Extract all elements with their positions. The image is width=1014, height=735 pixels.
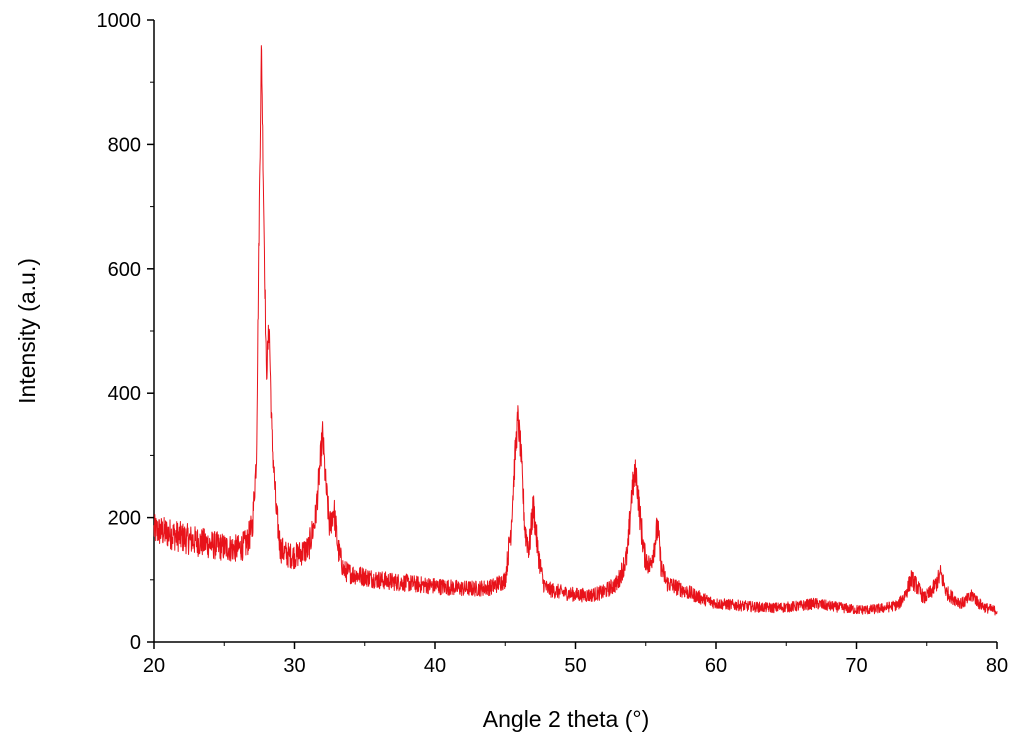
y-tick-label: 1000 <box>97 10 142 32</box>
y-axis: 0 200 400 600 800 1000 <box>97 10 155 654</box>
x-ticks: 20 30 40 50 60 70 80 <box>143 642 1008 677</box>
y-ticks: 0 200 400 600 800 1000 <box>97 10 154 654</box>
y-axis-title: Intensity (a.u.) <box>14 258 40 404</box>
x-tick-label: 40 <box>424 655 446 677</box>
x-axis-title: Angle 2 theta (°) <box>483 706 649 732</box>
series-line <box>153 45 998 616</box>
y-tick-label: 400 <box>108 383 141 405</box>
y-tick-label: 600 <box>108 259 141 281</box>
y-tick-label: 800 <box>108 134 141 156</box>
x-tick-label: 50 <box>564 655 586 677</box>
x-tick-label: 20 <box>143 655 165 677</box>
x-tick-label: 30 <box>283 655 305 677</box>
y-tick-label: 0 <box>130 632 141 654</box>
x-tick-label: 70 <box>845 655 867 677</box>
x-tick-label: 60 <box>705 655 727 677</box>
x-tick-label: 80 <box>986 655 1008 677</box>
y-tick-label: 200 <box>108 508 141 530</box>
x-axis: 20 30 40 50 60 70 80 <box>143 641 1008 677</box>
